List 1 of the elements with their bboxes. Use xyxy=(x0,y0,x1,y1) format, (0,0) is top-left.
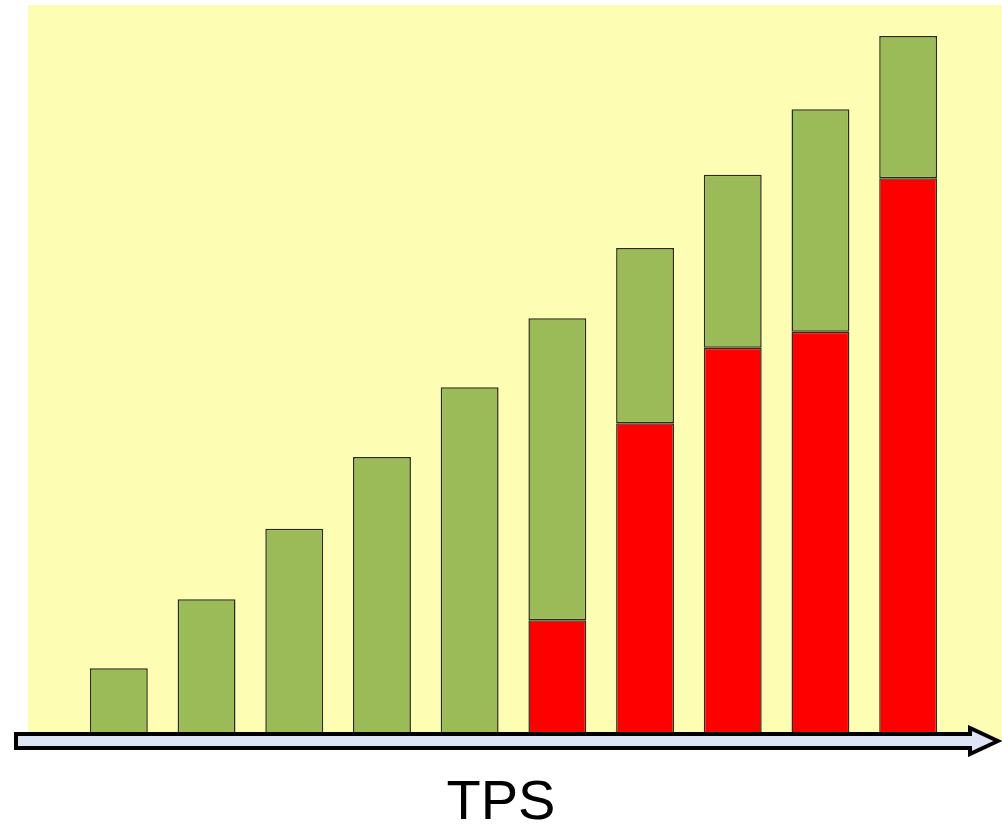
x-axis-title: TPS xyxy=(445,768,557,829)
